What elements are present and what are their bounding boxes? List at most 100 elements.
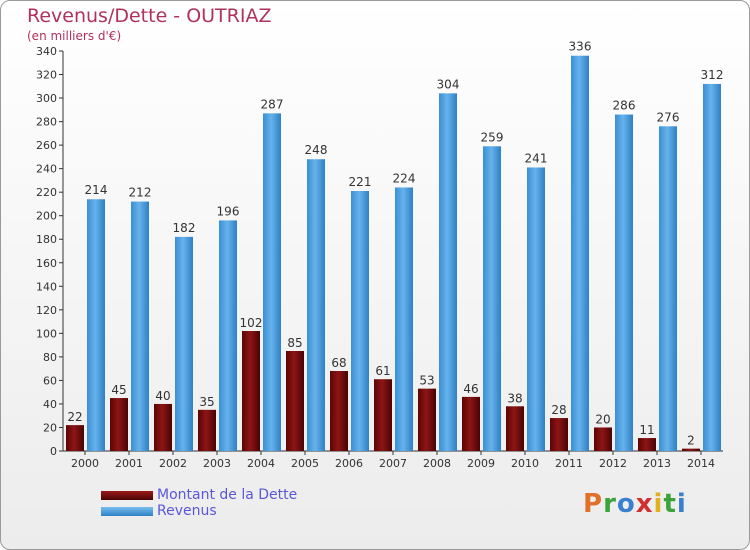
- data-label-dette: 46: [463, 382, 478, 396]
- data-label-revenus: 276: [657, 110, 680, 124]
- x-tick-label: 2008: [423, 457, 451, 470]
- x-tick-label: 2001: [115, 457, 143, 470]
- data-label-revenus: 221: [349, 175, 372, 189]
- data-label-dette: 45: [111, 383, 126, 397]
- y-tick-label: 280: [36, 116, 57, 129]
- bar-revenus: [439, 93, 457, 452]
- x-tick-label: 2002: [159, 457, 187, 470]
- proxiti-logo: Proxiti: [583, 489, 687, 519]
- legend-swatch-dette: [101, 490, 153, 500]
- bar-revenus: [659, 126, 677, 451]
- legend-item-dette: Montant de la Dette: [101, 487, 297, 503]
- bar-dette: [682, 448, 700, 451]
- data-label-revenus: 224: [393, 171, 416, 185]
- bar-dette: [462, 396, 480, 451]
- data-label-revenus: 304: [437, 77, 460, 91]
- y-tick-label: 60: [43, 374, 57, 387]
- data-label-revenus: 214: [85, 183, 108, 197]
- data-label-revenus: 286: [613, 99, 636, 113]
- bar-revenus: [131, 201, 149, 451]
- bar-revenus: [87, 199, 105, 451]
- y-tick-label: 200: [36, 210, 57, 223]
- y-tick-label: 320: [36, 69, 57, 82]
- data-label-dette: 28: [551, 403, 566, 417]
- y-tick-label: 120: [36, 304, 57, 317]
- chart-title: Revenus/Dette - OUTRIAZ: [27, 5, 272, 27]
- bar-dette: [506, 406, 524, 451]
- bar-dette: [638, 438, 656, 451]
- data-label-revenus: 212: [129, 186, 152, 200]
- data-label-dette: 102: [240, 316, 263, 330]
- x-tick-label: 2013: [643, 457, 671, 470]
- bar-dette: [242, 331, 260, 451]
- y-tick-label: 0: [50, 445, 57, 458]
- bar-dette: [594, 427, 612, 451]
- bar-dette: [66, 425, 84, 451]
- bar-dette: [330, 371, 348, 451]
- data-label-dette: 53: [419, 374, 434, 388]
- x-tick-label: 2006: [335, 457, 363, 470]
- x-tick-label: 2000: [71, 457, 99, 470]
- x-tick-label: 2004: [247, 457, 275, 470]
- data-label-dette: 11: [639, 423, 654, 437]
- legend-swatch-revenus: [101, 506, 153, 516]
- bar-revenus: [571, 55, 589, 452]
- data-label-revenus: 241: [525, 151, 548, 165]
- bar-revenus: [175, 236, 193, 451]
- bar-dette: [154, 403, 172, 451]
- data-label-dette: 20: [595, 412, 610, 426]
- y-tick-label: 20: [43, 421, 57, 434]
- bar-revenus: [483, 146, 501, 451]
- data-label-dette: 2: [687, 434, 695, 448]
- chart-subtitle: (en milliers d'€): [27, 29, 122, 43]
- y-tick-label: 260: [36, 139, 57, 152]
- data-label-dette: 35: [199, 395, 214, 409]
- x-tick-label: 2014: [687, 457, 715, 470]
- bar-dette: [286, 351, 304, 451]
- bar-revenus: [615, 114, 633, 451]
- x-tick-label: 2003: [203, 457, 231, 470]
- y-tick-label: 220: [36, 186, 57, 199]
- x-tick-label: 2010: [511, 457, 539, 470]
- bar-revenus: [307, 159, 325, 451]
- data-label-dette: 61: [375, 364, 390, 378]
- y-tick-label: 240: [36, 163, 57, 176]
- bar-revenus: [263, 113, 281, 452]
- y-tick-label: 340: [36, 45, 57, 58]
- data-label-revenus: 182: [173, 221, 196, 235]
- legend-item-revenus: Revenus: [101, 503, 297, 519]
- y-tick-label: 40: [43, 398, 57, 411]
- bar-revenus: [703, 83, 721, 452]
- data-label-revenus: 287: [261, 97, 284, 111]
- y-tick-label: 100: [36, 327, 57, 340]
- data-label-dette: 38: [507, 391, 522, 405]
- bar-revenus: [395, 187, 413, 451]
- y-tick-label: 80: [43, 351, 57, 364]
- bar-dette: [198, 409, 216, 451]
- data-label-revenus: 259: [481, 130, 504, 144]
- data-label-revenus: 248: [305, 143, 328, 157]
- data-label-dette: 68: [331, 356, 346, 370]
- bar-revenus: [351, 191, 369, 451]
- data-label-dette: 40: [155, 389, 170, 403]
- y-tick-label: 300: [36, 92, 57, 105]
- x-tick-label: 2005: [291, 457, 319, 470]
- x-tick-label: 2011: [555, 457, 583, 470]
- bar-dette: [110, 398, 128, 451]
- chart-legend: Montant de la Dette Revenus: [101, 487, 297, 519]
- data-label-dette: 85: [287, 336, 302, 350]
- x-tick-label: 2007: [379, 457, 407, 470]
- y-tick-label: 140: [36, 280, 57, 293]
- legend-label-revenus: Revenus: [157, 503, 217, 519]
- data-label-revenus: 312: [701, 68, 724, 82]
- y-tick-label: 160: [36, 257, 57, 270]
- x-tick-label: 2012: [599, 457, 627, 470]
- bar-dette: [550, 418, 568, 451]
- bar-revenus: [527, 167, 545, 451]
- legend-label-dette: Montant de la Dette: [157, 487, 298, 503]
- data-label-revenus: 196: [217, 204, 240, 218]
- y-tick-label: 180: [36, 233, 57, 246]
- bar-dette: [418, 388, 436, 451]
